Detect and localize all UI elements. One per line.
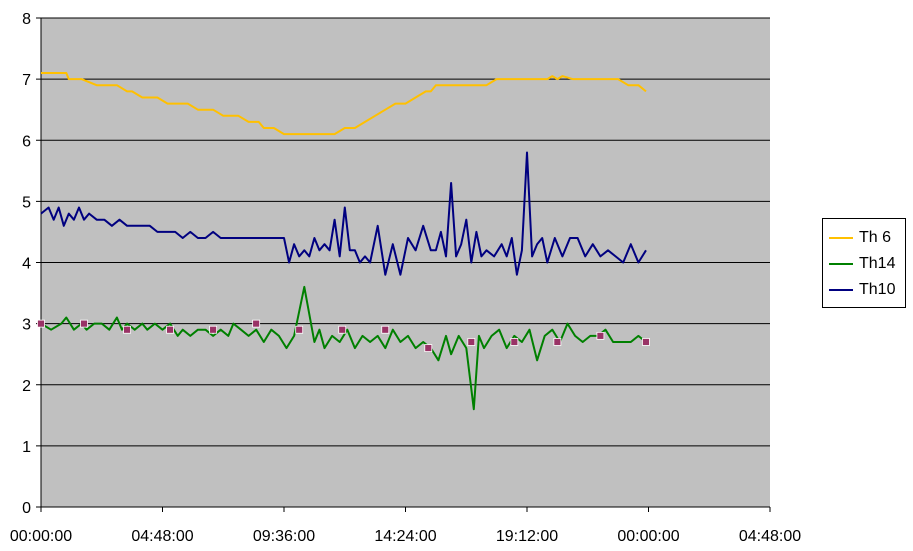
marker-point xyxy=(252,319,261,328)
y-tick-label: 0 xyxy=(22,500,31,517)
marker-point xyxy=(467,338,476,346)
marker-point xyxy=(381,325,390,334)
marker-point xyxy=(209,325,218,334)
legend-item-th14: Th14 xyxy=(823,251,905,277)
series-line-th14 xyxy=(40,285,647,411)
x-tick-label: 14:24:00 xyxy=(374,528,436,545)
series-line-th6 xyxy=(41,72,647,136)
y-tick-label: 1 xyxy=(22,439,31,456)
series-line-th10 xyxy=(40,151,647,276)
legend-swatch-th10 xyxy=(829,289,853,291)
marker-point xyxy=(295,325,304,334)
marker-point xyxy=(166,325,174,334)
y-axis-ticks: 0 1 2 3 4 5 6 7 8 xyxy=(22,11,41,517)
x-tick-label: 04:48:00 xyxy=(739,528,801,545)
marker-point xyxy=(642,338,650,346)
legend: Th 6 Th14 Th10 xyxy=(822,218,906,308)
x-tick-label: 00:00:00 xyxy=(10,528,72,545)
y-tick-label: 6 xyxy=(22,133,31,150)
legend-label-th6: Th 6 xyxy=(859,229,892,246)
y-tick-label: 3 xyxy=(22,317,31,334)
legend-item-th6: Th 6 xyxy=(823,225,905,251)
x-tick-label: 04:48:00 xyxy=(131,528,193,545)
marker-point xyxy=(123,325,131,334)
marker-point xyxy=(80,319,88,328)
marker-point xyxy=(424,344,433,352)
y-tick-label: 8 xyxy=(22,11,31,28)
x-tick-label: 09:36:00 xyxy=(253,528,315,545)
marker-point xyxy=(553,338,562,346)
legend-label-th10: Th10 xyxy=(859,281,896,298)
marker-point xyxy=(510,338,519,346)
x-tick-label: 19:12:00 xyxy=(496,528,558,545)
marker-point xyxy=(338,325,347,334)
legend-item-th10: Th10 xyxy=(823,277,905,303)
x-tick-label: 00:00:00 xyxy=(617,528,679,545)
y-tick-label: 4 xyxy=(22,256,31,273)
series-lines xyxy=(37,72,650,411)
x-axis-ticks: 00:00:00 04:48:00 09:36:00 14:24:00 19:12:00… xyxy=(10,507,801,545)
legend-swatch-th14 xyxy=(829,263,853,265)
y-tick-label: 2 xyxy=(22,378,31,395)
y-tick-label: 7 xyxy=(22,72,31,89)
marker-point xyxy=(37,319,45,328)
y-tick-label: 5 xyxy=(22,194,31,211)
legend-label-th14: Th14 xyxy=(859,255,896,272)
legend-swatch-th6 xyxy=(829,237,853,239)
marker-point xyxy=(596,331,605,340)
